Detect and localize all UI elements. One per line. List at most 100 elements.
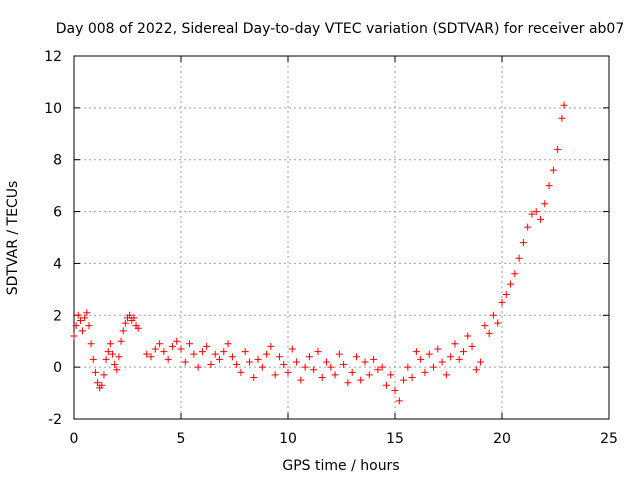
data-point	[310, 366, 318, 374]
data-point	[489, 311, 497, 319]
data-point	[417, 355, 425, 363]
data-point	[198, 348, 206, 356]
data-point	[297, 376, 305, 384]
data-point	[106, 340, 114, 348]
data-point	[284, 368, 292, 376]
y-tick-label: 0	[53, 360, 62, 376]
data-point	[365, 371, 373, 379]
data-point	[374, 366, 382, 374]
data-point	[143, 350, 151, 358]
data-point	[104, 348, 112, 356]
data-point	[352, 353, 360, 361]
data-point	[468, 342, 476, 350]
data-point	[421, 368, 429, 376]
data-point	[181, 358, 189, 366]
data-point	[314, 348, 322, 356]
data-point	[109, 350, 117, 358]
data-point	[549, 166, 557, 174]
data-point	[194, 363, 202, 371]
data-point	[472, 366, 480, 374]
data-point	[528, 210, 536, 218]
data-point	[74, 311, 82, 319]
data-point	[442, 371, 450, 379]
data-point	[173, 337, 181, 345]
data-point	[434, 345, 442, 353]
data-point	[335, 350, 343, 358]
data-point	[85, 322, 93, 330]
data-point	[147, 353, 155, 361]
data-point	[70, 332, 78, 340]
data-point	[532, 208, 540, 216]
data-point	[160, 348, 168, 356]
data-point	[288, 345, 296, 353]
data-point	[207, 361, 215, 369]
data-point	[151, 345, 159, 353]
data-point	[537, 215, 545, 223]
data-point	[76, 316, 84, 324]
data-point	[94, 379, 102, 387]
data-point	[554, 145, 562, 153]
data-point	[378, 363, 386, 371]
data-point	[237, 368, 245, 376]
data-point	[357, 376, 365, 384]
data-point	[395, 397, 403, 405]
y-tick-label: 2	[53, 308, 62, 324]
y-tick-label: 8	[53, 153, 62, 169]
x-tick-label: 25	[600, 431, 618, 447]
data-point	[98, 381, 106, 389]
data-point	[387, 371, 395, 379]
data-point	[81, 314, 89, 322]
data-point	[117, 337, 125, 345]
data-point	[233, 361, 241, 369]
data-point	[177, 345, 185, 353]
data-point	[507, 280, 515, 288]
data-point	[451, 340, 459, 348]
data-point	[190, 350, 198, 358]
data-point	[485, 329, 493, 337]
data-point	[115, 353, 123, 361]
data-point	[511, 270, 519, 278]
data-point	[541, 200, 549, 208]
data-point	[558, 114, 566, 122]
data-point	[519, 239, 527, 247]
data-point	[560, 101, 568, 109]
data-point	[331, 371, 339, 379]
x-tick-labels: 0 5 10 15 20 25	[70, 431, 618, 447]
y-tick-label: 4	[53, 256, 62, 272]
y-tick-labels: -2 0 2 4 6 8 10 12	[44, 49, 62, 428]
data-point	[404, 363, 412, 371]
data-point	[459, 348, 467, 356]
data-point	[498, 298, 506, 306]
data-point	[91, 368, 99, 376]
data-point	[438, 358, 446, 366]
plot-frame	[73, 55, 610, 420]
data-point	[323, 358, 331, 366]
x-tick-label: 20	[493, 431, 511, 447]
data-point	[72, 322, 80, 330]
data-markers	[70, 101, 568, 405]
data-point	[361, 358, 369, 366]
data-point	[301, 363, 309, 371]
data-point	[211, 350, 219, 358]
data-point	[168, 342, 176, 350]
data-point	[220, 348, 228, 356]
data-point	[100, 371, 108, 379]
data-point	[391, 386, 399, 394]
data-point	[241, 348, 249, 356]
data-point	[545, 182, 553, 190]
data-point	[400, 376, 408, 384]
data-point	[340, 361, 348, 369]
y-tick-label: -2	[48, 412, 62, 428]
data-point	[119, 327, 127, 335]
x-tick-label: 10	[279, 431, 297, 447]
data-point	[258, 363, 266, 371]
data-point	[102, 355, 110, 363]
data-point	[280, 361, 288, 369]
x-tick-label: 0	[70, 431, 79, 447]
data-point	[412, 348, 420, 356]
data-point	[164, 355, 172, 363]
data-point	[425, 350, 433, 358]
data-point	[87, 340, 95, 348]
